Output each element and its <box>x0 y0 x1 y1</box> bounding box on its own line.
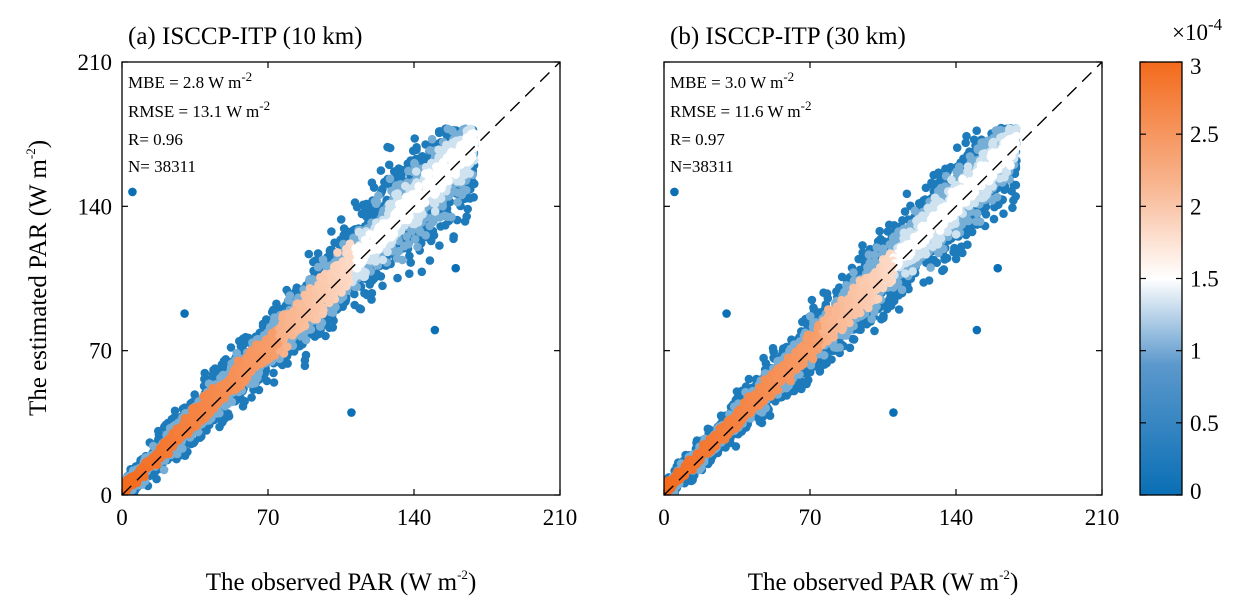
density-point <box>283 342 292 352</box>
density-point <box>404 240 413 249</box>
density-point <box>378 281 387 291</box>
density-point <box>365 280 375 289</box>
density-point <box>318 255 328 264</box>
density-point <box>154 426 163 436</box>
density-point <box>238 395 247 405</box>
density-point <box>426 236 436 246</box>
density-point <box>269 378 279 387</box>
density-point <box>462 212 472 221</box>
density-point <box>362 290 372 300</box>
density-point <box>159 465 169 475</box>
density-point <box>190 390 199 399</box>
density-point <box>410 134 420 143</box>
density-point <box>384 160 394 170</box>
density-point <box>449 234 458 244</box>
density-point <box>469 193 479 202</box>
density-point <box>392 253 402 263</box>
density-point <box>438 202 448 211</box>
density-point <box>457 190 467 200</box>
density-point <box>178 444 187 453</box>
density-point <box>202 426 211 435</box>
panel-a-title: (a) ISCCP-ITP (10 km) <box>128 23 362 50</box>
density-point <box>410 158 419 168</box>
density-point <box>361 212 371 221</box>
density-point <box>311 256 320 265</box>
density-point <box>447 212 456 222</box>
density-point <box>370 197 380 206</box>
density-point <box>453 197 463 207</box>
density-point <box>321 331 330 341</box>
density-point <box>435 241 444 250</box>
density-point <box>413 242 422 252</box>
density-point <box>427 213 436 223</box>
density-point <box>463 204 473 214</box>
density-point <box>404 166 413 176</box>
density-point <box>406 258 416 267</box>
density-point <box>315 322 325 331</box>
density-point <box>304 249 314 259</box>
density-point <box>369 183 379 192</box>
density-point <box>269 368 278 378</box>
density-point <box>227 397 237 407</box>
density-point <box>417 267 427 277</box>
density-point <box>148 441 158 451</box>
density-point <box>356 304 366 314</box>
density-point <box>394 246 404 256</box>
density-point <box>350 198 360 207</box>
density-point <box>440 211 449 221</box>
density-point <box>411 167 421 176</box>
panel-a: (a) ISCCP-ITP (10 km) 0 70 140 210070140210… <box>23 23 577 596</box>
density-point <box>412 145 421 155</box>
density-point <box>425 256 435 265</box>
density-point <box>333 248 342 257</box>
density-point <box>443 124 453 134</box>
density-point <box>427 134 437 144</box>
density-point <box>405 251 414 261</box>
density-point <box>436 222 445 231</box>
density-point <box>300 361 310 371</box>
density-point <box>421 231 431 240</box>
density-point <box>385 174 395 184</box>
density-point <box>391 167 401 177</box>
density-point <box>376 166 386 175</box>
panel-a-plot-area <box>122 62 560 495</box>
density-point <box>247 393 256 402</box>
density-point <box>327 227 336 236</box>
density-point <box>232 348 241 358</box>
density-point <box>180 451 190 461</box>
density-point <box>285 291 295 300</box>
density-point <box>336 215 346 224</box>
density-point <box>385 143 395 153</box>
density-point <box>313 249 323 258</box>
density-point <box>430 207 440 216</box>
density-point <box>434 127 444 136</box>
density-point <box>240 339 249 348</box>
density-point <box>258 319 268 329</box>
density-point <box>405 269 414 279</box>
density-point <box>226 343 236 352</box>
density-point <box>430 199 440 209</box>
density-point <box>393 273 402 283</box>
density-point <box>410 235 420 244</box>
